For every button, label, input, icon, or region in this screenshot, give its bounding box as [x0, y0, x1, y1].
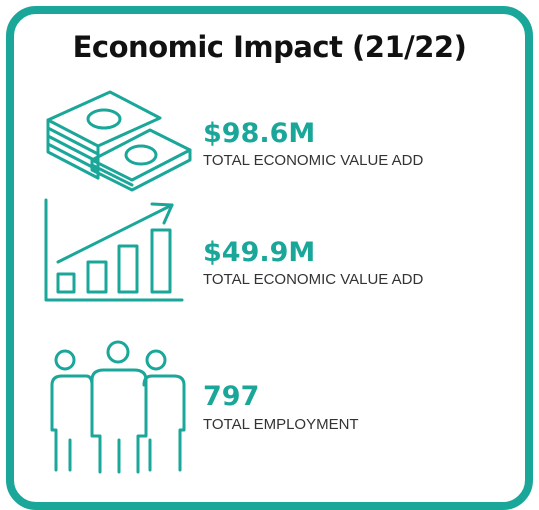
stat-value: 797	[203, 381, 260, 412]
growth-chart-icon	[44, 198, 184, 302]
money-icon	[46, 90, 192, 192]
title: Economic Impact (21/22)	[72, 30, 467, 64]
stat-label: TOTAL ECONOMIC VALUE ADD	[203, 152, 424, 169]
stat-value: $98.6M	[203, 118, 316, 149]
stat-label: TOTAL EMPLOYMENT	[203, 416, 359, 433]
card	[6, 6, 533, 510]
stat-label: TOTAL ECONOMIC VALUE ADD	[203, 271, 424, 288]
stat-value: $49.9M	[203, 237, 316, 268]
people-icon	[50, 340, 186, 474]
